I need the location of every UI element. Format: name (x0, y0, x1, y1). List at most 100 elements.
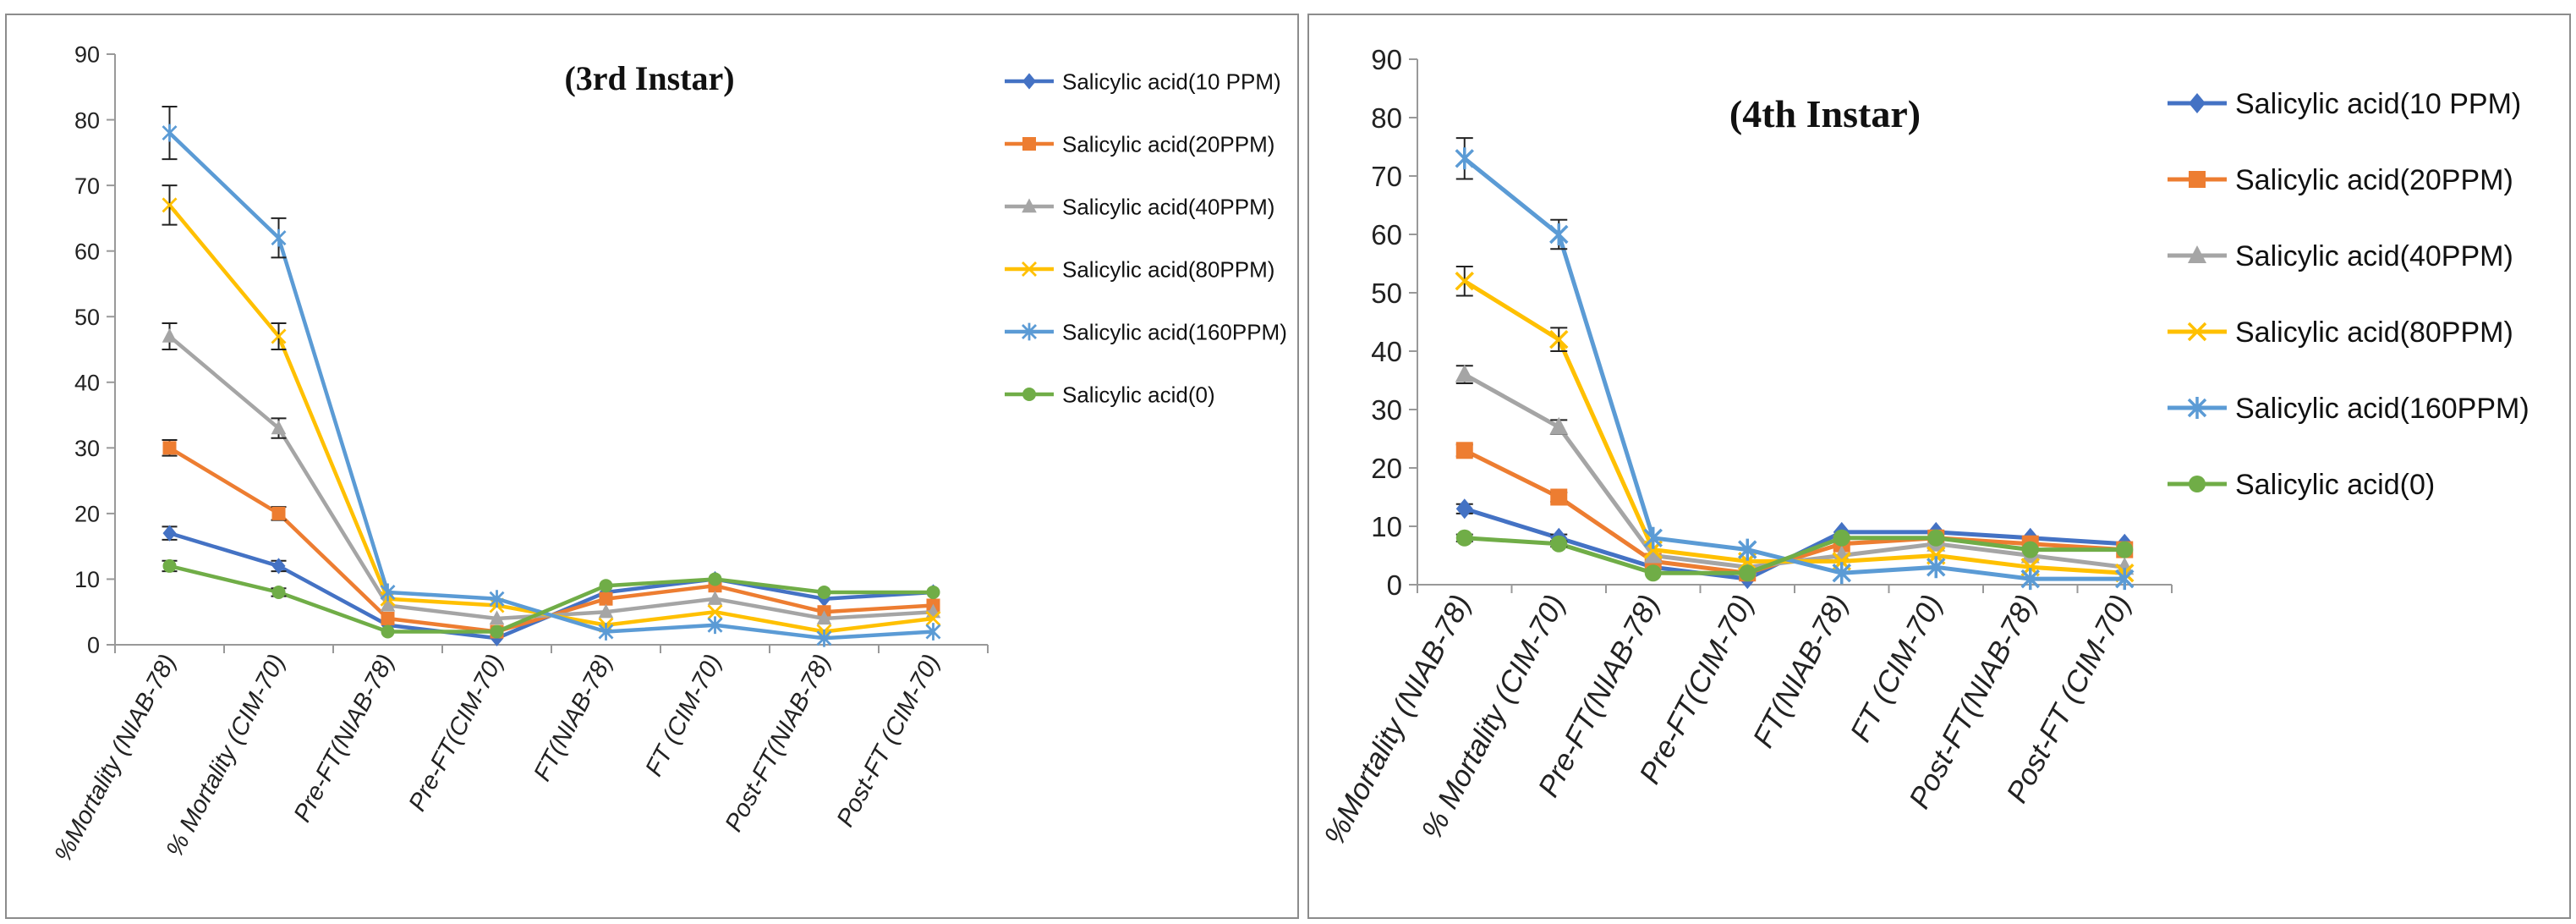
data-point (1550, 488, 1568, 506)
data-point (598, 623, 614, 641)
legend-item: Salicylic acid(0) (2168, 469, 2435, 501)
data-point (1549, 329, 1569, 349)
data-point (926, 585, 940, 599)
legend-label: Salicylic acid(40PPM) (2235, 240, 2513, 272)
data-point (1643, 526, 1663, 549)
data-point (707, 604, 723, 620)
series-4 (162, 106, 941, 647)
data-point (1739, 564, 1757, 582)
legend-marker (2187, 397, 2207, 419)
legend-item: Salicylic acid(160PPM) (1005, 319, 1287, 344)
data-point (271, 506, 286, 520)
legend-item: Salicylic acid(20PPM) (2168, 164, 2513, 196)
y-tick-label: 40 (1371, 336, 1402, 367)
legend-label: Salicylic acid(10 PPM) (2235, 88, 2521, 120)
data-point (1549, 416, 1569, 435)
legend-item: Salicylic acid(40PPM) (1005, 194, 1274, 219)
x-category-label: FT (CIM-70) (1844, 589, 1948, 747)
data-point (271, 585, 286, 599)
data-point (1644, 564, 1662, 582)
data-point (1455, 442, 1473, 459)
data-point (816, 629, 832, 647)
legend-item: Salicylic acid(10 PPM) (2168, 88, 2521, 120)
y-tick-label: 0 (87, 633, 100, 658)
legend-label: Salicylic acid(20PPM) (2235, 164, 2513, 196)
x-category-label: Post-FT (CIM-70) (832, 650, 945, 831)
legend-marker (1022, 198, 1037, 213)
y-tick-label: 20 (1371, 453, 1402, 484)
legend-label: Salicylic acid(160PPM) (2235, 393, 2529, 425)
data-point (162, 525, 177, 542)
x-category-label: FT(NIAB-78) (529, 650, 617, 785)
data-point (1455, 147, 1474, 170)
data-point (1550, 535, 1568, 553)
y-tick-label: 10 (1371, 511, 1402, 542)
data-point (490, 624, 504, 639)
y-tick-label: 70 (74, 173, 100, 199)
data-point (2020, 568, 2040, 591)
data-point (1549, 223, 1569, 245)
data-point (489, 610, 505, 625)
series-line (167, 131, 934, 641)
y-tick-label: 10 (74, 567, 100, 592)
series-line (168, 334, 934, 621)
data-point (1927, 556, 1946, 579)
x-category-label: %Mortality (NIAB-78) (50, 650, 182, 866)
data-point (925, 623, 941, 641)
data-point (1832, 562, 1851, 585)
data-point (708, 572, 722, 586)
data-point (1927, 529, 1945, 547)
legend-marker (2189, 171, 2206, 188)
legend-marker (1022, 388, 1036, 401)
legend-label: Salicylic acid(0) (2235, 469, 2435, 501)
chart-panel-4th-instar: 0 10 20 30 40 50 60 70 80 90 %Mortality (NIAB-78)%… (1307, 14, 2571, 919)
legend-item: Salicylic acid(80PPM) (1005, 256, 1274, 282)
y-tick-label: 30 (1371, 394, 1402, 426)
x-category-label: Pre-FT(NIAB-78) (289, 650, 400, 827)
data-point (816, 610, 832, 625)
chart-title: (4th Instar) (1729, 92, 1921, 135)
data-point (1455, 529, 1473, 547)
data-point (162, 124, 178, 142)
series-line (1464, 536, 2125, 575)
data-point (1833, 529, 1850, 547)
legend-label: Salicylic acid(80PPM) (1062, 256, 1274, 282)
legend-label: Salicylic acid(40PPM) (1062, 194, 1274, 219)
data-point (2116, 541, 2134, 558)
legend-marker (1022, 261, 1037, 277)
y-tick-label: 80 (74, 107, 100, 133)
y-tick-label: 50 (74, 305, 100, 330)
x-category-label: Pre-FT(CIM-70) (403, 650, 508, 816)
data-point (381, 624, 395, 639)
legend-marker (2189, 93, 2206, 113)
chart-panel-3rd-instar: 0 10 20 30 40 50 60 70 80 90 %Mortality (NIAB-78)%… (5, 14, 1299, 919)
legend-marker (1022, 322, 1037, 341)
series-line (1463, 448, 2125, 575)
legend-marker (1022, 73, 1036, 90)
data-point (599, 579, 613, 593)
data-point (271, 420, 287, 435)
series-5 (1455, 529, 2134, 582)
y-tick-label: 70 (1371, 161, 1402, 192)
data-point (381, 611, 395, 625)
series-5 (162, 558, 940, 639)
data-point (271, 558, 286, 575)
y-tick-label: 30 (74, 436, 100, 461)
y-tick-label: 80 (1371, 102, 1402, 134)
data-point (2021, 541, 2039, 558)
legend-item: Salicylic acid(80PPM) (2168, 316, 2513, 349)
data-point (707, 591, 723, 605)
legend-item: Salicylic acid(40PPM) (2168, 240, 2513, 272)
y-tick-label: 20 (74, 502, 100, 527)
data-point (817, 585, 831, 599)
series-2 (162, 322, 941, 625)
y-tick-label: 90 (74, 42, 100, 68)
data-point (489, 590, 505, 608)
data-point (1738, 538, 1757, 561)
data-point (380, 583, 396, 602)
data-point (2115, 568, 2135, 591)
legend-label: Salicylic acid(20PPM) (1062, 131, 1274, 157)
legend-marker (2188, 245, 2206, 263)
data-point (1643, 545, 1663, 564)
